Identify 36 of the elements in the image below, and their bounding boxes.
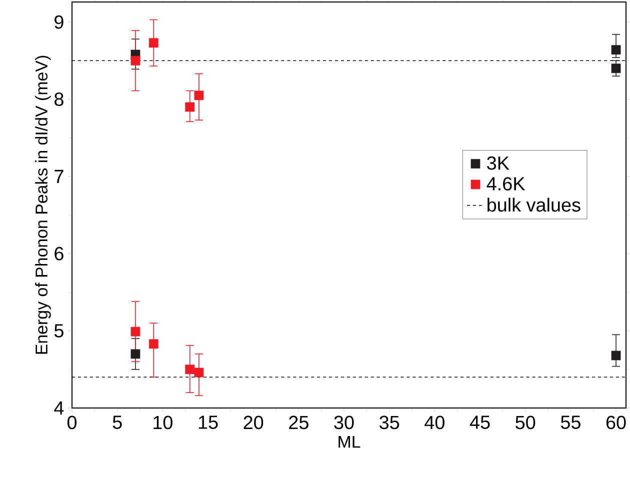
x-tick-label: 50 [516,416,536,430]
legend-label: 4.6K [486,177,526,190]
x-axis-title: ML [338,436,360,448]
point [611,350,621,360]
y-axis-title: Energy of Phonon Peaks in dI/dV (meV) [35,56,51,354]
point [611,64,621,74]
point [194,90,204,100]
point [130,349,140,359]
y-tick-label: 6 [54,246,64,260]
y-tick-label: 5 [54,324,64,338]
x-tick-label: 5 [112,416,122,429]
legend-label: bulk values [488,198,580,212]
point [130,56,140,66]
x-tick-label: 55 [560,416,580,429]
x-tick-label: 40 [424,416,444,430]
point [194,368,204,378]
point [611,45,621,55]
point [148,38,158,48]
x-tick-label: 25 [289,416,308,430]
y-tick-label: 4 [54,401,64,415]
y-tick-label: 9 [54,15,64,29]
point [148,339,158,349]
x-tick-label: 20 [244,416,264,430]
x-tick-label: 30 [334,416,354,430]
point [130,326,140,336]
x-tick-label: 45 [470,416,490,429]
x-tick-label: 10 [154,416,172,430]
y-tick-label: 8 [54,92,64,106]
point [185,102,195,112]
x-tick-label: 35 [380,416,400,430]
point [185,364,195,374]
legend-label: 3K [487,156,510,170]
x-tick-label: 15 [198,416,218,429]
x-tick-label: 0 [67,416,77,430]
y-tick-label: 7 [54,170,64,183]
x-tick-label: 60 [606,416,626,430]
